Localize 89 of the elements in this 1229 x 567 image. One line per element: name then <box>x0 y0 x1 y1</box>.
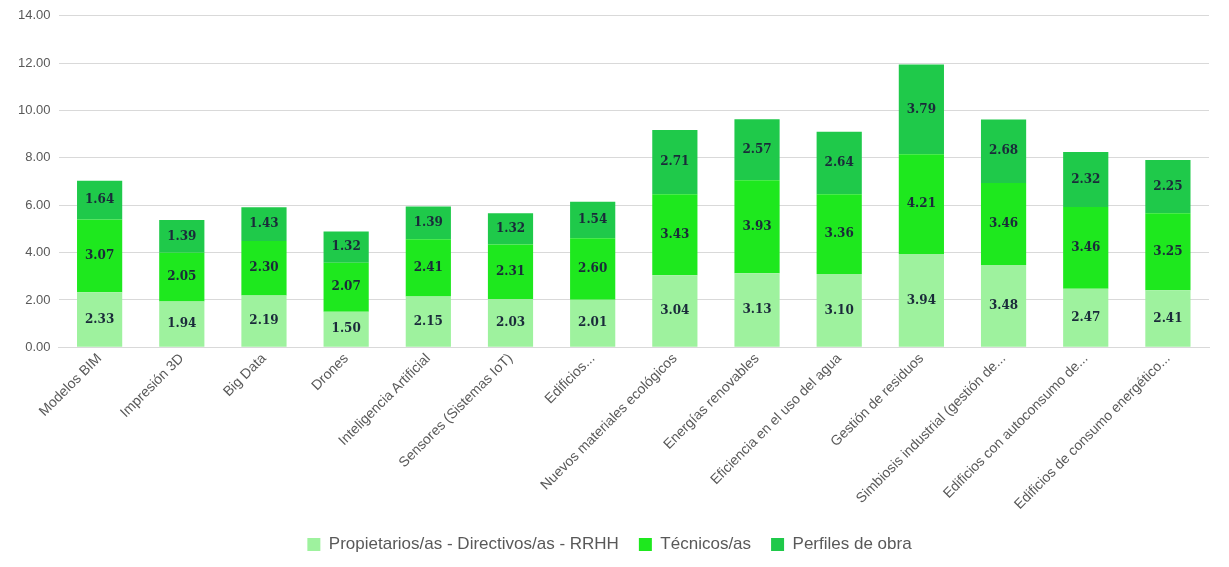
y-tick-label: 6.00 <box>25 196 51 212</box>
bar <box>159 301 205 347</box>
bar <box>1145 213 1191 291</box>
y-tick-label: 10.00 <box>17 102 51 118</box>
data-label: 1.54 <box>578 212 608 227</box>
bar <box>816 273 862 347</box>
data-label: 2.07 <box>331 279 361 294</box>
bar <box>405 239 451 297</box>
bar <box>652 194 698 276</box>
y-tick-label: 0.00 <box>25 338 51 354</box>
legend-label: Propietarios/as - Directivos/as - RRHH <box>328 534 619 554</box>
bar <box>241 241 287 296</box>
bar <box>241 295 287 347</box>
bar <box>898 254 944 347</box>
data-label: 1.43 <box>249 216 279 231</box>
y-tick-label: 8.00 <box>25 149 51 165</box>
data-label: 3.13 <box>742 302 772 317</box>
bar <box>816 131 862 195</box>
data-label: 2.47 <box>1071 309 1101 324</box>
data-label: 2.05 <box>167 269 197 284</box>
data-label: 2.01 <box>578 315 608 330</box>
bar <box>323 262 369 312</box>
bar <box>734 180 780 274</box>
bar <box>980 182 1027 265</box>
data-label: 3.43 <box>660 226 690 241</box>
data-label: 1.39 <box>167 228 197 243</box>
bar <box>652 129 698 195</box>
bar <box>734 273 780 347</box>
data-label: 3.94 <box>906 292 936 307</box>
bar <box>1063 206 1109 289</box>
bar <box>652 275 698 347</box>
bar <box>980 264 1027 347</box>
data-label: 2.60 <box>578 261 608 276</box>
bar <box>1145 290 1191 347</box>
bar <box>1063 288 1109 347</box>
bar <box>570 299 616 347</box>
bar <box>1063 151 1109 207</box>
y-tick-label: 12.00 <box>17 54 51 70</box>
bar <box>487 244 534 300</box>
bar <box>898 64 944 155</box>
legend-label: Técnicos/as <box>660 534 752 554</box>
bar <box>816 194 862 274</box>
data-label: 2.41 <box>413 260 443 275</box>
y-tick-label: 4.00 <box>25 244 51 260</box>
bar <box>241 207 287 242</box>
data-label: 3.10 <box>824 302 854 317</box>
data-label: 3.79 <box>906 101 936 116</box>
data-label: 1.32 <box>331 239 361 254</box>
data-label: 1.50 <box>331 321 361 336</box>
data-label: 3.04 <box>660 303 690 318</box>
data-label: 3.25 <box>1153 243 1183 258</box>
data-label: 2.64 <box>824 155 854 170</box>
bar <box>734 119 780 181</box>
data-label: 2.71 <box>660 154 690 169</box>
data-label: 2.32 <box>1071 171 1101 186</box>
data-label: 3.93 <box>742 218 772 233</box>
data-label: 1.39 <box>413 215 443 230</box>
bar <box>159 252 205 302</box>
y-tick-label: 14.00 <box>17 7 51 23</box>
bar <box>77 219 123 293</box>
bar <box>570 238 616 300</box>
data-label: 3.48 <box>988 298 1019 313</box>
data-label: 2.57 <box>742 141 772 156</box>
data-label: 3.46 <box>1071 240 1101 255</box>
data-label: 4.21 <box>906 196 936 211</box>
data-label: 3.46 <box>988 216 1019 231</box>
data-label: 2.15 <box>413 313 443 328</box>
data-label: 2.25 <box>1153 178 1183 193</box>
bar <box>77 292 123 347</box>
bar <box>898 154 944 255</box>
data-label: 2.41 <box>1153 310 1183 325</box>
data-label: 2.68 <box>988 143 1019 158</box>
data-label: 1.94 <box>167 316 197 331</box>
bar <box>487 299 534 347</box>
data-label: 3.07 <box>85 247 115 262</box>
y-tick-label: 2.00 <box>25 291 51 307</box>
data-label: 2.03 <box>495 315 526 330</box>
data-label: 2.30 <box>249 260 279 275</box>
data-label: 2.31 <box>495 264 526 279</box>
bar <box>487 213 534 245</box>
data-label: 2.33 <box>85 311 115 326</box>
bar <box>405 296 451 347</box>
data-label: 2.19 <box>249 313 279 328</box>
data-label: 3.36 <box>824 226 854 241</box>
data-label: 1.32 <box>495 221 526 236</box>
bar <box>1145 160 1191 214</box>
data-label: 1.64 <box>85 192 115 207</box>
bar <box>980 119 1027 183</box>
legend-label: Perfiles de obra <box>792 534 913 554</box>
